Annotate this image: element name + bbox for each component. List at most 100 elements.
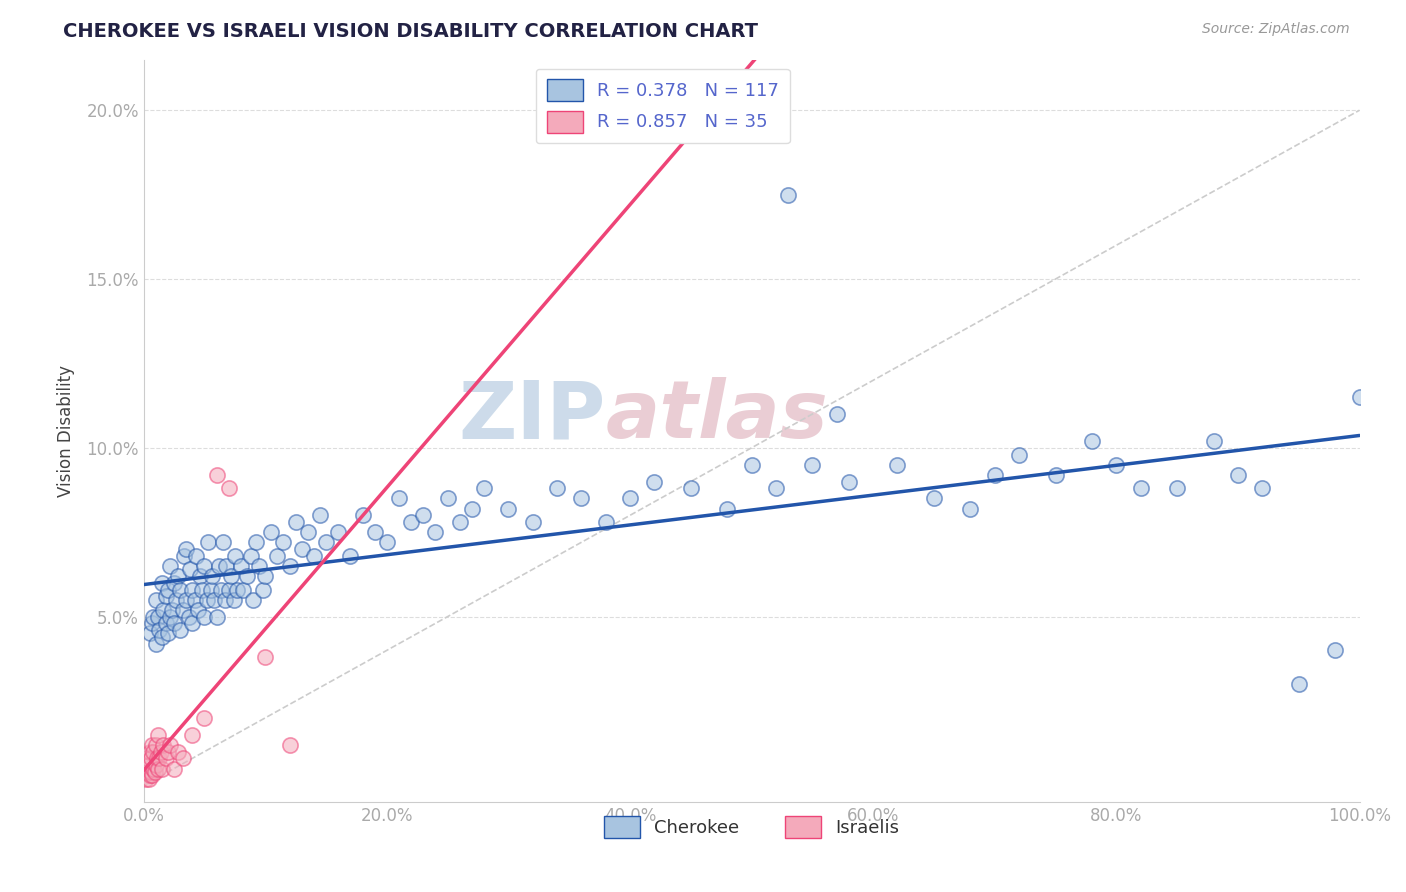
Cherokee <box>254 569 277 583</box>
Cherokee <box>741 458 763 472</box>
Israelis <box>150 762 173 776</box>
Cherokee <box>211 582 233 597</box>
Cherokee <box>160 603 183 617</box>
Cherokee <box>219 569 242 583</box>
Cherokee <box>150 575 173 590</box>
Cherokee <box>145 592 167 607</box>
Cherokee <box>145 637 167 651</box>
Text: CHEROKEE VS ISRAELI VISION DISABILITY CORRELATION CHART: CHEROKEE VS ISRAELI VISION DISABILITY CO… <box>63 22 758 41</box>
Cherokee <box>1166 481 1188 495</box>
Cherokee <box>315 535 337 549</box>
Israelis <box>141 738 163 752</box>
Cherokee <box>522 515 544 529</box>
Israelis <box>155 751 177 765</box>
Cherokee <box>436 491 458 506</box>
Cherokee <box>959 501 981 516</box>
Cherokee <box>188 569 211 583</box>
Cherokee <box>388 491 411 506</box>
Cherokee <box>205 609 228 624</box>
Cherokee <box>148 623 170 637</box>
Cherokee <box>679 481 702 495</box>
Cherokee <box>142 609 165 624</box>
Cherokee <box>1226 467 1249 482</box>
Israelis <box>136 764 159 779</box>
Cherokee <box>1251 481 1274 495</box>
Cherokee <box>1288 677 1310 691</box>
Cherokee <box>201 569 224 583</box>
Cherokee <box>141 616 163 631</box>
Cherokee <box>224 549 246 563</box>
Cherokee <box>425 525 447 540</box>
Y-axis label: Vision Disability: Vision Disability <box>58 365 75 497</box>
Cherokee <box>150 630 173 644</box>
Cherokee <box>166 592 188 607</box>
Israelis <box>138 772 160 786</box>
Cherokee <box>208 558 231 573</box>
Israelis <box>159 738 181 752</box>
Cherokee <box>247 558 270 573</box>
Cherokee <box>252 582 274 597</box>
Cherokee <box>242 592 264 607</box>
Cherokee <box>214 592 236 607</box>
Cherokee <box>922 491 945 506</box>
Cherokee <box>152 603 174 617</box>
Cherokee <box>886 458 908 472</box>
Cherokee <box>181 616 204 631</box>
Cherokee <box>172 603 194 617</box>
Cherokee <box>155 616 177 631</box>
Cherokee <box>215 558 238 573</box>
Cherokee <box>195 592 218 607</box>
Israelis <box>172 751 194 765</box>
Cherokee <box>156 626 179 640</box>
Cherokee <box>375 535 398 549</box>
Cherokee <box>181 582 204 597</box>
Cherokee <box>245 535 267 549</box>
Cherokee <box>449 515 471 529</box>
Israelis <box>156 745 179 759</box>
Cherokee <box>838 475 860 489</box>
Israelis <box>218 481 240 495</box>
Cherokee <box>163 616 186 631</box>
Cherokee <box>187 603 209 617</box>
Israelis <box>254 650 277 665</box>
Israelis <box>138 768 160 782</box>
Israelis <box>193 711 215 725</box>
Israelis <box>278 738 301 752</box>
Israelis <box>145 738 167 752</box>
Cherokee <box>619 491 641 506</box>
Legend: Cherokee, Israelis: Cherokee, Israelis <box>596 809 907 846</box>
Cherokee <box>297 525 319 540</box>
Israelis <box>148 751 170 765</box>
Israelis <box>148 762 170 776</box>
Cherokee <box>191 582 214 597</box>
Israelis <box>143 764 166 779</box>
Cherokee <box>776 187 799 202</box>
Israelis <box>136 751 159 765</box>
Cherokee <box>801 458 824 472</box>
Cherokee <box>399 515 422 529</box>
Cherokee <box>138 626 160 640</box>
Cherokee <box>291 542 314 557</box>
Cherokee <box>716 501 738 516</box>
Cherokee <box>232 582 254 597</box>
Cherokee <box>148 609 170 624</box>
Israelis <box>152 738 174 752</box>
Cherokee <box>177 609 200 624</box>
Cherokee <box>1081 434 1104 448</box>
Cherokee <box>156 582 179 597</box>
Cherokee <box>1202 434 1225 448</box>
Cherokee <box>1129 481 1152 495</box>
Cherokee <box>200 582 222 597</box>
Cherokee <box>309 508 332 523</box>
Cherokee <box>984 467 1007 482</box>
Cherokee <box>226 582 249 597</box>
Cherokee <box>363 525 385 540</box>
Israelis <box>148 728 170 742</box>
Israelis <box>141 768 163 782</box>
Israelis <box>163 762 186 776</box>
Text: ZIP: ZIP <box>458 377 606 455</box>
Cherokee <box>1008 448 1031 462</box>
Cherokee <box>159 558 181 573</box>
Israelis <box>149 745 172 759</box>
Cherokee <box>472 481 495 495</box>
